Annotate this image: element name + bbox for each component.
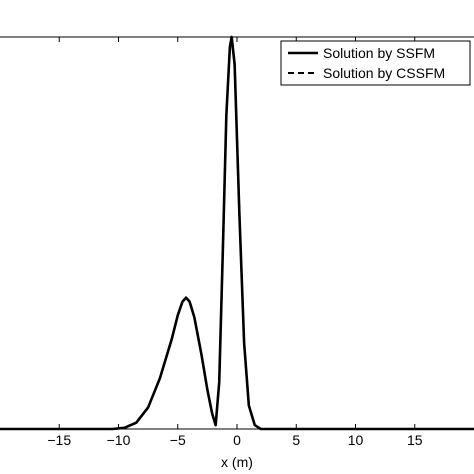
x-tick-label: 0 bbox=[233, 432, 241, 448]
legend: Solution by SSFM Solution by CSSFM bbox=[280, 40, 471, 86]
series-line-ssfm bbox=[0, 35, 474, 431]
x-tick-label: 15 bbox=[407, 432, 423, 448]
x-tick-label: −15 bbox=[47, 432, 71, 448]
x-tick-label: 10 bbox=[348, 432, 364, 448]
legend-entry-label: Solution by CSSFM bbox=[323, 65, 445, 81]
x-tick-label: −5 bbox=[170, 432, 186, 448]
x-tick-label: −10 bbox=[107, 432, 131, 448]
x-axis-label: x (m) bbox=[221, 454, 253, 470]
legend-box bbox=[280, 40, 471, 86]
series-layer bbox=[0, 35, 474, 431]
series-line-cssfm bbox=[0, 36, 474, 430]
x-tick-label: 5 bbox=[292, 432, 300, 448]
legend-entry-label: Solution by SSFM bbox=[323, 45, 435, 61]
